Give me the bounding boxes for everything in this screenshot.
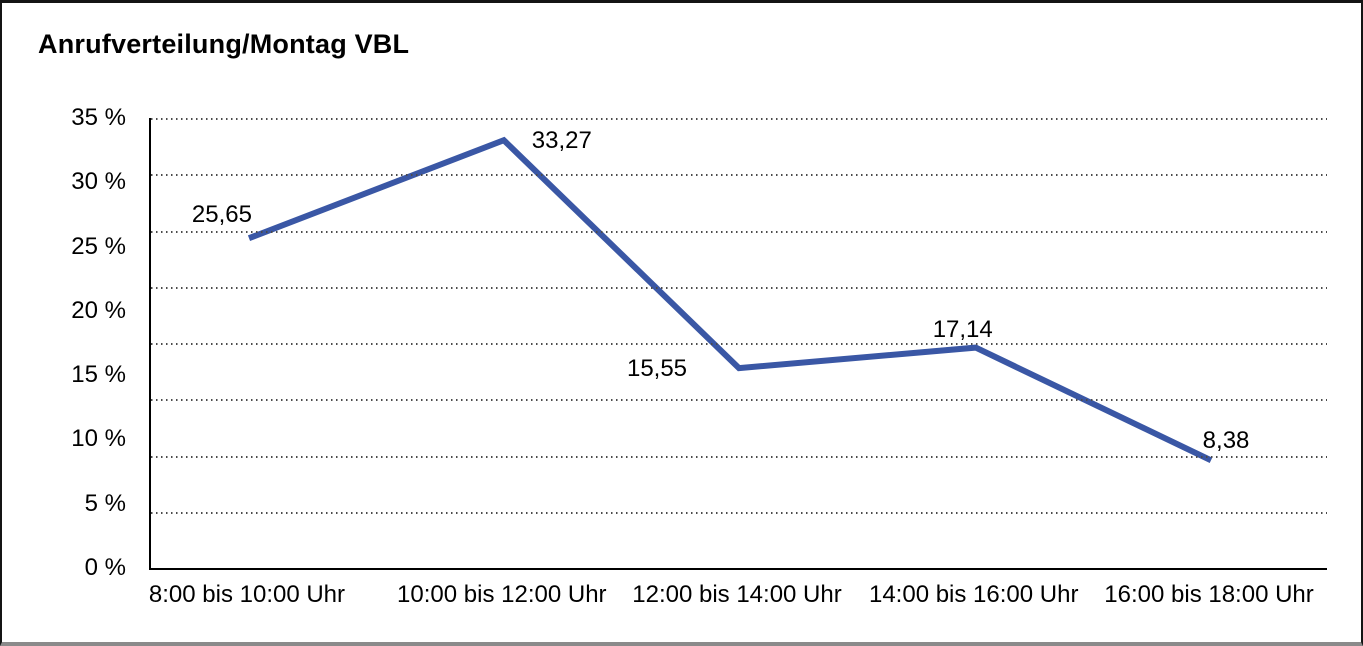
chart-title: Anrufverteilung/Montag VBL	[38, 29, 410, 59]
x-axis-tick-label: 14:00 bis 16:00 Uhr	[868, 581, 1079, 608]
y-axis-tick-label: 15 %	[71, 361, 126, 389]
x-axis-tick-label: 16:00 bis 18:00 Uhr	[1104, 581, 1314, 608]
y-axis-tick-label: 0 %	[84, 554, 126, 581]
y-axis-tick-label: 20 %	[71, 296, 126, 324]
data-line	[247, 136, 1213, 464]
y-axis-tick-label: 25 %	[71, 232, 126, 260]
data-point-label: 33,27	[531, 127, 592, 155]
y-axis-tick-label: 5 %	[84, 489, 126, 517]
y-axis-tick-label: 35 %	[71, 104, 126, 131]
x-axis: 8:00 bis 10:00 Uhr 10:00 bis 12:00 Uhr 12:…	[149, 581, 1325, 613]
y-axis: 35 % 30 % 25 % 20 % 15 % 10 % 5 % 0 %	[25, 104, 126, 581]
y-axis-tick-label: 10 %	[71, 425, 126, 453]
line-series-svg	[247, 136, 1213, 464]
x-axis-tick-label: 12:00 bis 14:00 Uhr	[632, 581, 842, 608]
x-axis-tick-label: 8:00 bis 10:00 Uhr	[148, 581, 346, 608]
data-point-label: 8,38	[1202, 427, 1250, 455]
plot-area: 25,65 33,27 15,55 17,14 8,38	[149, 118, 1327, 570]
data-point-label: 25,65	[191, 201, 252, 229]
data-point-label: 17,14	[932, 315, 993, 343]
y-axis-tick-label: 30 %	[71, 168, 126, 196]
data-point-label: 15,55	[626, 355, 688, 383]
x-axis-tick-label: 10:00 bis 12:00 Uhr	[397, 581, 607, 608]
